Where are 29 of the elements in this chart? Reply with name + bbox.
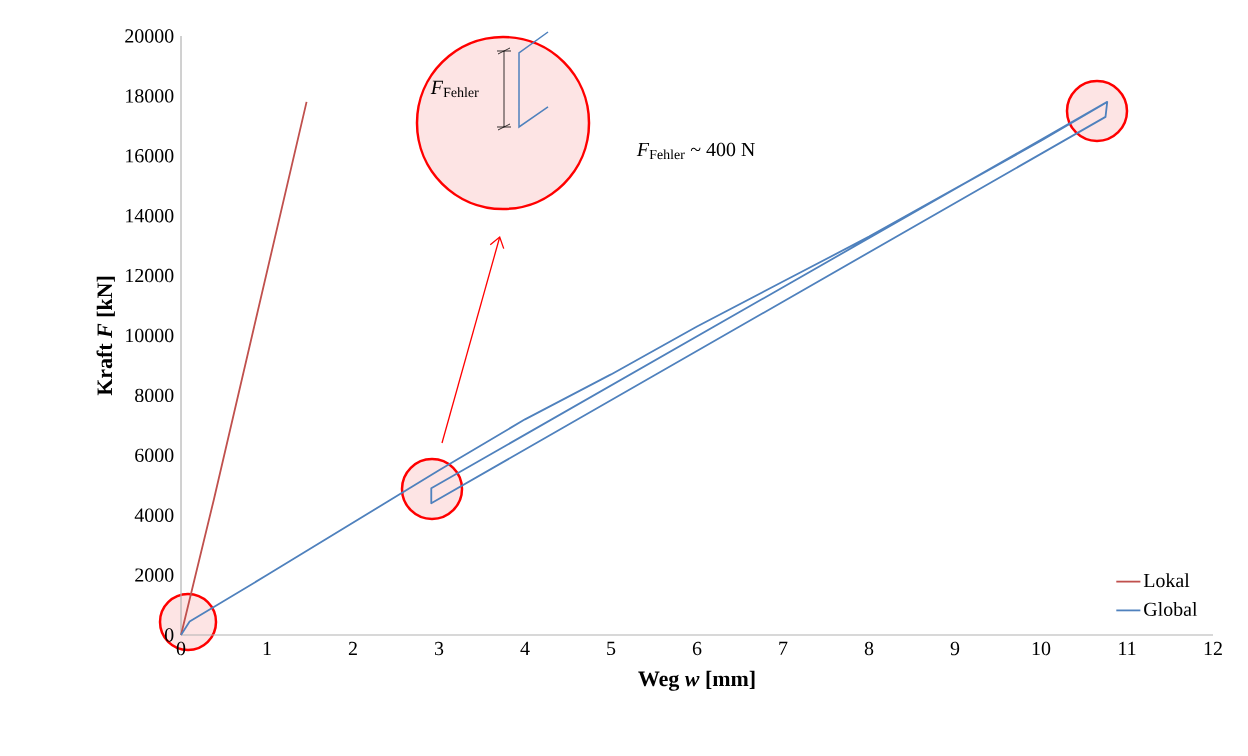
- x-tick-label: 9: [950, 641, 960, 656]
- y-tick-label: 14000: [126, 208, 174, 223]
- annotation: F$_{Fehler}$: [430, 80, 479, 98]
- x-tick-label: 5: [607, 641, 616, 656]
- x-tick-label: 6: [692, 641, 702, 656]
- x-tick-label: 4: [520, 641, 530, 655]
- y-tick-label: 0: [164, 628, 174, 642]
- y-tick-label: 2000: [135, 568, 174, 582]
- x-tick-label: 2: [348, 641, 357, 656]
- x-tick-label: 3: [434, 641, 444, 656]
- y-tick-label: 6000: [135, 448, 174, 462]
- x-tick-label: 12: [1204, 641, 1222, 656]
- y-tick-label: 16000: [126, 149, 174, 163]
- y-tick-label: 4000: [134, 508, 174, 522]
- y-tick-label: 8000: [135, 388, 174, 403]
- x-tick-label: 8: [864, 641, 874, 656]
- y-tick-label: 18000: [126, 89, 174, 103]
- y-tick-label: 20000: [125, 29, 174, 43]
- x-axis-title: Weg w [mm]: [638, 670, 755, 691]
- x-tick-label: 7: [779, 641, 788, 655]
- x-tick-label: 1: [263, 641, 271, 655]
- x-tick-label: 11: [1119, 641, 1136, 655]
- y-axis-title: Kraft F [kN]: [96, 276, 115, 396]
- y-tick-label: 10000: [126, 328, 174, 343]
- x-tick-label: 10: [1032, 641, 1051, 656]
- legend-label: Lokal: [1143, 573, 1190, 588]
- y-tick-label: 12000: [126, 268, 174, 283]
- legend-label: Global: [1144, 602, 1198, 617]
- annotation: F$_{Fehler}$ ~ 400 N: [636, 142, 755, 160]
